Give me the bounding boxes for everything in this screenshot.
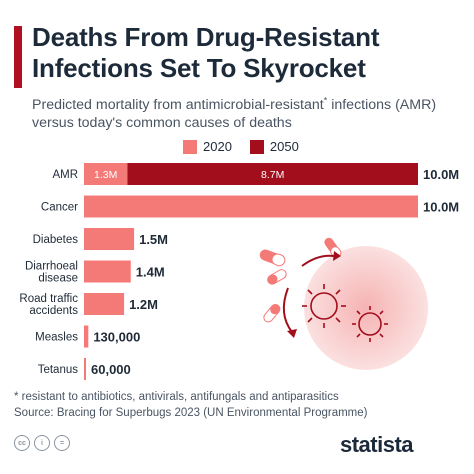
attribution-icon: i <box>34 435 50 451</box>
bar-2020 <box>84 293 125 315</box>
pill-icon <box>267 269 287 285</box>
chart-legend: 2020 2050 <box>183 139 317 154</box>
subtitle-main: Predicted mortality from antimicrobial-r… <box>32 97 324 113</box>
bar-chart: AMR 1.3M 8.7M 10.0M Cancer 10.0M Diabetes 1.5M D… <box>19 163 459 380</box>
pill-icon <box>259 249 286 267</box>
value-label: 1.2M <box>129 297 158 312</box>
arrow-head-icon <box>287 329 297 338</box>
legend-label-2050: 2050 <box>269 139 299 154</box>
legend-label-2020: 2020 <box>203 139 232 154</box>
no-derivatives-icon: = <box>54 435 70 451</box>
legend-swatch-2020 <box>183 139 197 154</box>
arrow-icon <box>301 254 335 267</box>
license-icons: cc i = <box>14 435 74 451</box>
legend-item-2020: 2020 <box>183 139 232 154</box>
legend-item-2050: 2050 <box>249 139 299 154</box>
title-accent-bar <box>14 26 22 88</box>
value-label: 60,000 <box>91 362 131 377</box>
value-label: 130,000 <box>93 330 140 345</box>
legend-swatch-2050 <box>249 139 264 154</box>
bar-2020 <box>84 260 131 283</box>
category-label: Diabetes <box>33 234 79 246</box>
arrow-head-icon <box>333 251 341 261</box>
bar-2020 <box>84 228 135 250</box>
bar-2020 <box>84 358 87 380</box>
category-label: Measles <box>35 332 78 344</box>
category-label: Tetanus <box>38 364 79 376</box>
chart-title: Deaths From Drug-Resistant Infections Se… <box>32 22 380 83</box>
statista-logo: statista <box>340 432 414 457</box>
value-label: 1.5M <box>139 232 168 247</box>
bar-2050 <box>127 163 419 185</box>
background-circle-icon <box>304 246 428 370</box>
bar-2020 <box>84 325 89 348</box>
segment-label: 1.3M <box>94 169 117 181</box>
category-label: Road traffic accidents <box>19 293 78 317</box>
cc-icon: cc <box>14 435 30 451</box>
segment-label: 8.7M <box>261 169 284 181</box>
bar-2020 <box>84 163 128 185</box>
subtitle-asterisk: * <box>323 95 328 106</box>
category-label: Cancer <box>41 202 78 214</box>
value-label: 10.0M <box>423 200 459 215</box>
subtitle-end: infections (AMR) versus today's common c… <box>32 97 437 131</box>
pill-icon <box>263 304 281 323</box>
source-note: Source: Bracing for Superbugs 2023 (UN E… <box>14 407 368 419</box>
superbug-illustration <box>259 237 428 370</box>
category-label: Diarrhoeal disease <box>25 261 78 285</box>
virus-icon <box>302 284 346 328</box>
arrow-icon <box>282 287 293 333</box>
value-label: 10.0M <box>423 167 459 182</box>
category-label: AMR <box>52 169 78 181</box>
value-label: 1.4M <box>136 265 165 280</box>
chart-subtitle: Predicted mortality from antimicrobial-r… <box>32 96 472 132</box>
virus-icon <box>352 306 388 342</box>
bar-2020 <box>84 195 418 218</box>
footnote: * resistant to antibiotics, antivirals, … <box>14 391 339 403</box>
